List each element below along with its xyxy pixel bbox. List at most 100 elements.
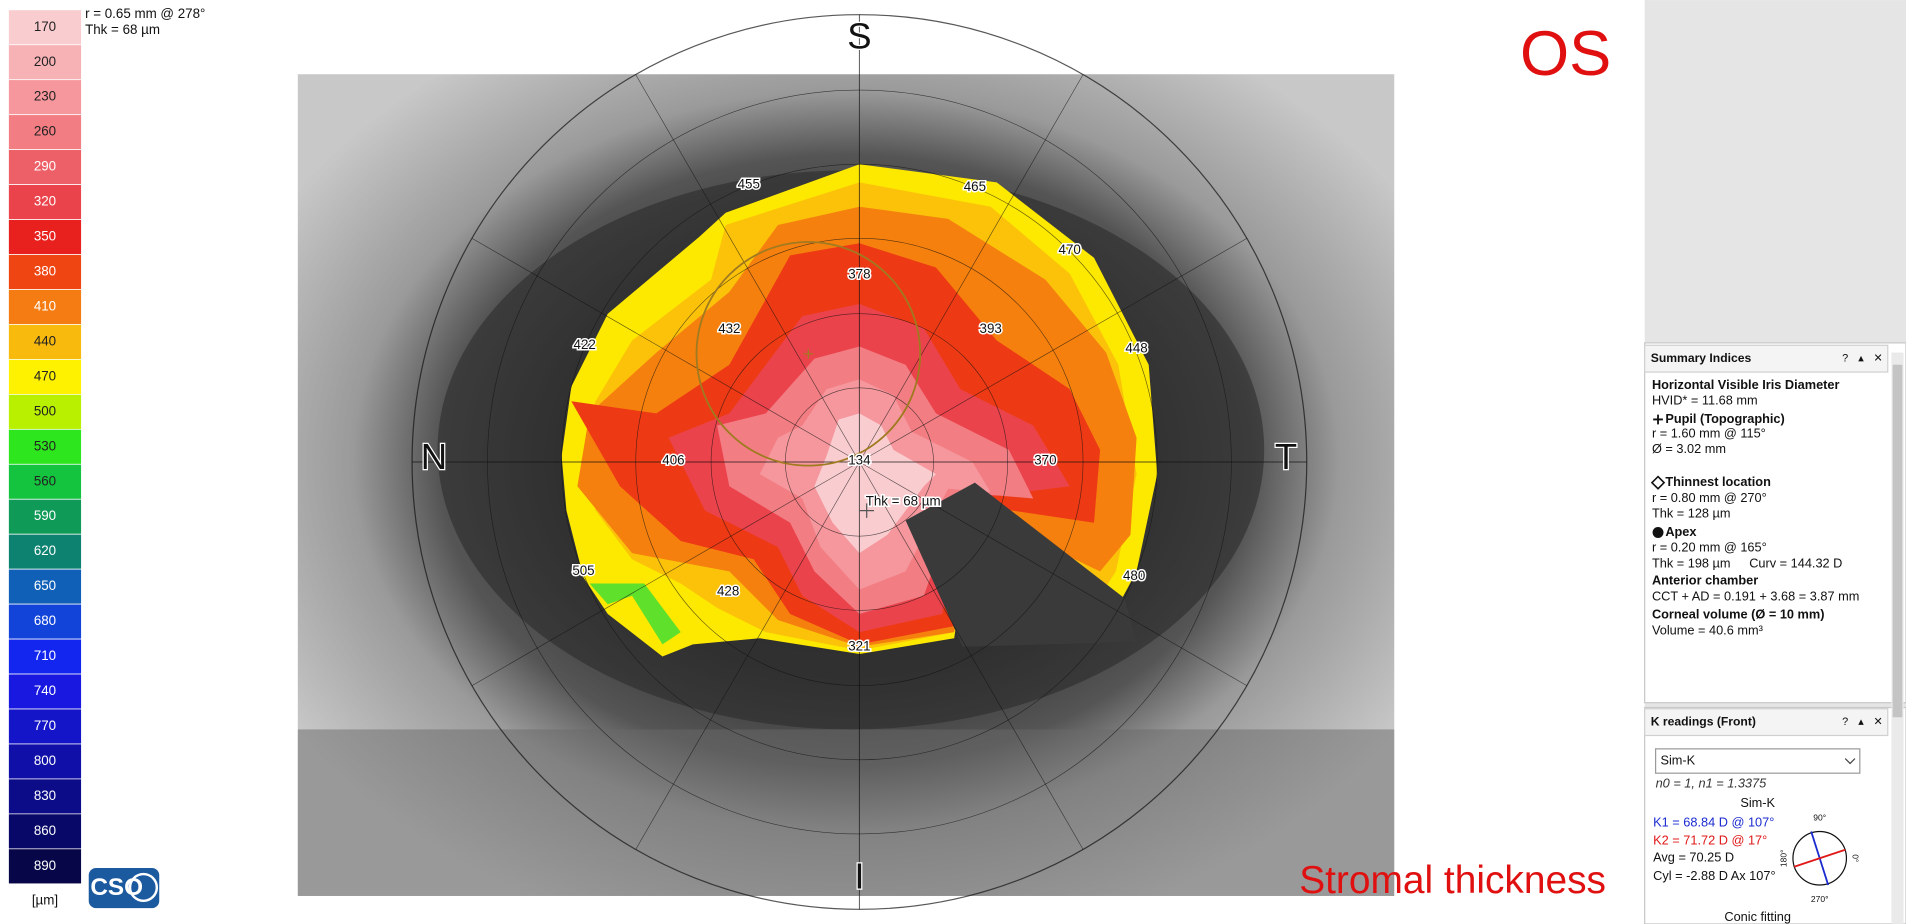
- panel-button[interactable]: ?: [1842, 716, 1848, 728]
- scale-label: 260: [34, 124, 56, 139]
- scale-label: 560: [34, 473, 56, 488]
- summary-line: HVID* = 11.68 mm: [1652, 393, 1758, 408]
- summary-line: CCT + AD = 0.191 + 3.68 = 3.87 mm: [1652, 588, 1859, 603]
- orientation-label: I: [854, 856, 864, 897]
- icon-diamond: [1650, 475, 1666, 490]
- scale-label: 680: [34, 613, 56, 628]
- map-value: 480: [1123, 568, 1145, 583]
- panel-button[interactable]: ?: [1842, 353, 1848, 365]
- axis-label: 0°: [1851, 854, 1861, 862]
- scale-cell: [8, 44, 82, 81]
- k-subtitle: Sim-K: [1740, 795, 1775, 810]
- scale-cell: [8, 673, 82, 710]
- scale-label: 380: [34, 264, 56, 279]
- orientation-label: N: [421, 436, 447, 477]
- scale-label: 500: [34, 403, 56, 418]
- scale-label: 800: [34, 753, 56, 768]
- map-value: 448: [1125, 340, 1147, 355]
- orientation-label: S: [847, 16, 871, 57]
- scale-cell: [8, 533, 82, 570]
- axis-label: 180°: [1779, 849, 1789, 867]
- summary-line: r = 0.20 mm @ 165°: [1652, 540, 1767, 555]
- scale-cell: [8, 638, 82, 675]
- map-value: 505: [572, 563, 594, 578]
- k-indices: n0 = 1, n1 = 1.3375: [1656, 775, 1768, 790]
- logo-ring: [128, 872, 159, 903]
- map-value: 134: [848, 452, 871, 467]
- map-value: 393: [980, 321, 1002, 336]
- scale-label: 830: [34, 788, 56, 803]
- summary-line: Thk = 128 µm: [1652, 506, 1731, 521]
- scale-label: 440: [34, 333, 56, 348]
- scale-cell: [8, 708, 82, 745]
- map-value: 321: [848, 638, 870, 653]
- k-footer: Conic fitting: [1724, 909, 1791, 924]
- map-gap: [905, 482, 1137, 647]
- orientation-label: T: [1275, 436, 1297, 477]
- panel-button[interactable]: ✕: [1873, 353, 1882, 365]
- scale-cell: [8, 254, 82, 290]
- lashes: [297, 729, 1395, 896]
- pupil-circle: [695, 241, 922, 467]
- scale-label: 590: [34, 508, 56, 523]
- map-value: 370: [1034, 452, 1056, 467]
- panel-title: Summary Indices: [1651, 351, 1752, 365]
- map-value: 428: [717, 584, 739, 599]
- scale-label: 170: [34, 19, 56, 34]
- summary-line: Horizontal Visible Iris Diameter: [1652, 377, 1840, 392]
- scale-cell: [8, 149, 82, 185]
- k-panel: [1644, 706, 1906, 924]
- summary-line: r = 1.60 mm @ 115°: [1652, 425, 1766, 440]
- scale-label: 290: [34, 159, 56, 174]
- scale-label: 620: [34, 543, 56, 558]
- dropdown-arrow[interactable]: [1844, 758, 1856, 765]
- summary-line: Corneal volume (Ø = 10 mm): [1652, 607, 1825, 622]
- scale-cell: [8, 743, 82, 780]
- scale-cell: [8, 848, 82, 885]
- scale-label: 200: [34, 54, 56, 69]
- summary-line: r = 0.80 mm @ 270°: [1652, 490, 1767, 505]
- scale-label: 530: [34, 438, 56, 453]
- pupil-center: [803, 348, 814, 359]
- map-cursor-label: Thk = 68 µm: [866, 494, 941, 509]
- scale-cell: [8, 9, 82, 46]
- scale-cell: [8, 778, 82, 815]
- cursor-thickness: Thk = 68 µm: [85, 22, 160, 37]
- eye-label: OS: [1520, 19, 1611, 89]
- map-zone: [814, 413, 936, 554]
- map-value: 465: [964, 179, 986, 194]
- scale-cell: [8, 184, 82, 220]
- dropdown[interactable]: [1654, 748, 1861, 774]
- panel-header: [1644, 344, 1889, 373]
- panel-button[interactable]: ▴: [1858, 716, 1864, 728]
- k2: K2 = 71.72 D @ 17°: [1653, 833, 1767, 848]
- map-value: 455: [738, 176, 760, 191]
- panel-button[interactable]: ▴: [1858, 353, 1864, 365]
- scroll-thumb[interactable]: [1892, 364, 1903, 718]
- summary-line: Pupil (Topographic): [1665, 411, 1784, 426]
- scale-label: 650: [34, 578, 56, 593]
- grid-spoke: [471, 238, 1247, 686]
- panel-button[interactable]: ✕: [1873, 716, 1882, 728]
- summary-panel: [1644, 342, 1906, 704]
- scale-cell: [8, 219, 82, 255]
- k1: K1 = 68.84 D @ 107°: [1653, 814, 1774, 829]
- scale-label: 890: [34, 858, 56, 873]
- cursor-radius: r = 0.65 mm @ 278°: [85, 6, 205, 21]
- map-value: 422: [574, 337, 596, 352]
- map-zone: [589, 583, 681, 645]
- scale-label: 770: [34, 718, 56, 733]
- scale-label: 710: [34, 648, 56, 663]
- scale-label: 230: [34, 89, 56, 104]
- dropdown-value[interactable]: Sim-K: [1660, 752, 1695, 767]
- k2-axis: [1793, 848, 1846, 868]
- scale-cell: [8, 463, 82, 500]
- scale-cell: [8, 114, 82, 151]
- scale-label: 410: [34, 298, 56, 313]
- scale-cell: [8, 394, 82, 430]
- logo-text: CSO: [90, 874, 143, 901]
- summary-line: Thinnest location: [1665, 474, 1771, 489]
- k-cyl: Cyl = -2.88 D Ax 107°: [1653, 868, 1775, 883]
- icon-plus: [1653, 414, 1663, 425]
